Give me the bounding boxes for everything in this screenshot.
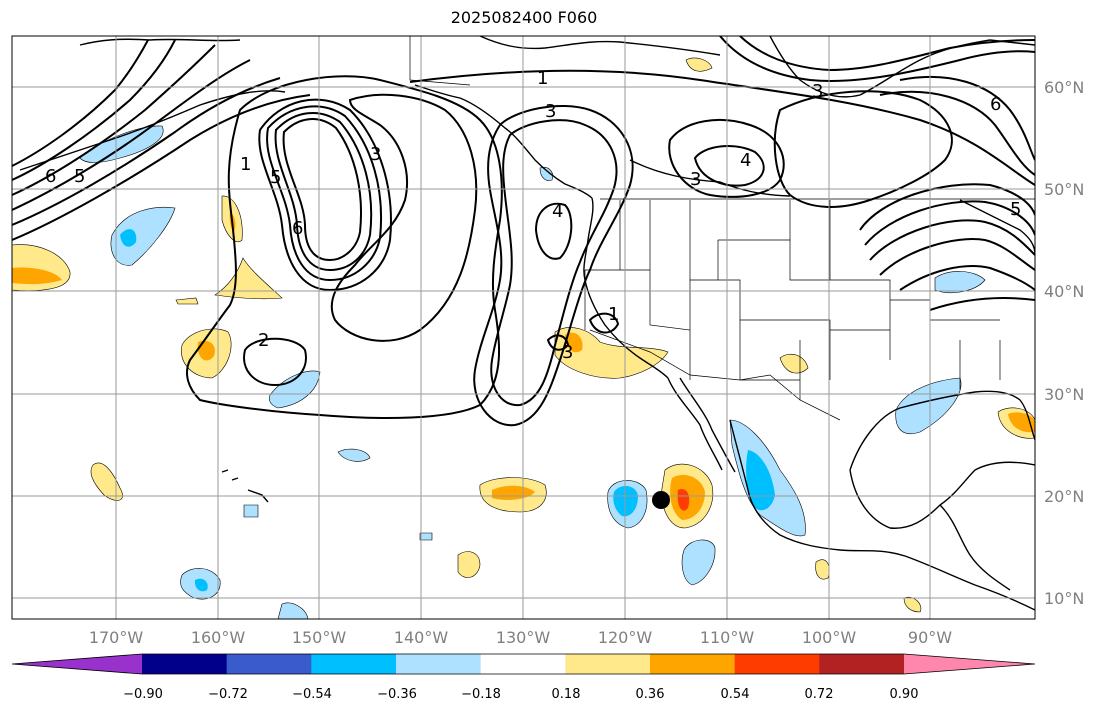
colorbar-extend-max: [904, 654, 1035, 674]
colorbar-tick-label: −0.36: [377, 687, 417, 702]
contour-label: 5: [270, 167, 281, 188]
colorbar-extend-min: [12, 654, 142, 674]
lon-label: 140°W: [394, 628, 449, 647]
contour-label: 6: [990, 94, 1001, 115]
colorbar-bin: [311, 654, 396, 674]
contour-label: 3: [812, 81, 823, 102]
colorbar-tick-label: −0.90: [123, 687, 163, 702]
colorbar-bin: [481, 654, 566, 674]
lon-label: 90°W: [908, 628, 952, 647]
lat-label: 40°N: [1044, 282, 1084, 301]
colorbar-tick-label: 0.18: [552, 687, 581, 702]
lat-label: 10°N: [1044, 589, 1084, 608]
lon-label: 130°W: [496, 628, 551, 647]
contour-label: 3: [545, 101, 556, 122]
colorbar-bin: [650, 654, 735, 674]
lat-label: 20°N: [1044, 487, 1084, 506]
contour-label: 2: [258, 330, 269, 351]
lon-label: 150°W: [292, 628, 347, 647]
colorbar-tick-label: 0.54: [721, 687, 750, 702]
longitude-tick-labels: 170°W 160°W 150°W 140°W 130°W 120°W 110°…: [89, 628, 952, 647]
colorbar-tick-label: 0.72: [805, 687, 834, 702]
map-figure: 1 1 2 3 3 3 3 3 4 4 5 5 5 6 6 6 1 170°W …: [0, 0, 1105, 712]
lon-label: 170°W: [89, 628, 144, 647]
latitude-tick-labels: 60°N 50°N 40°N 30°N 20°N 10°N: [1044, 78, 1084, 608]
contour-label: 6: [292, 218, 303, 239]
colorbar-tick-label: 0.36: [636, 687, 665, 702]
colorbar-tick-label: 0.90: [890, 687, 919, 702]
contour-label: 5: [74, 166, 85, 187]
colorbar-bin: [819, 654, 904, 674]
colorbar-tick-label: −0.72: [208, 687, 248, 702]
lon-label: 100°W: [802, 628, 857, 647]
contour-label: 1: [608, 304, 619, 325]
colorbar-tick-label: −0.18: [461, 687, 501, 702]
contour-label: 3: [690, 169, 701, 190]
contour-label: 5: [1010, 199, 1021, 220]
colorbar-bin: [565, 654, 650, 674]
chart-title: 2025082400 F060: [0, 8, 1048, 27]
lat-label: 60°N: [1044, 78, 1084, 97]
colorbar-bin: [735, 654, 820, 674]
colorbar: [12, 654, 1035, 674]
colorbar-tick-label: −0.54: [292, 687, 332, 702]
colorbar-tick-labels: −0.90 −0.72 −0.54 −0.36 −0.18 0.18 0.36 …: [123, 687, 918, 702]
contour-label: 4: [552, 201, 563, 222]
contour-label: 3: [370, 144, 381, 165]
contour-label: 4: [740, 150, 751, 171]
lon-label: 120°W: [598, 628, 653, 647]
colorbar-bin: [227, 654, 312, 674]
contour-label: 1: [537, 68, 548, 89]
storm-center-dot: [652, 491, 670, 509]
lon-label: 160°W: [191, 628, 246, 647]
colorbar-bin: [142, 654, 227, 674]
lon-label: 110°W: [700, 628, 755, 647]
contour-label: 3: [562, 342, 573, 363]
colorbar-bin: [396, 654, 481, 674]
lat-label: 30°N: [1044, 385, 1084, 404]
lat-label: 50°N: [1044, 180, 1084, 199]
contour-label: 6: [45, 166, 56, 187]
contour-label: 1: [240, 154, 251, 175]
